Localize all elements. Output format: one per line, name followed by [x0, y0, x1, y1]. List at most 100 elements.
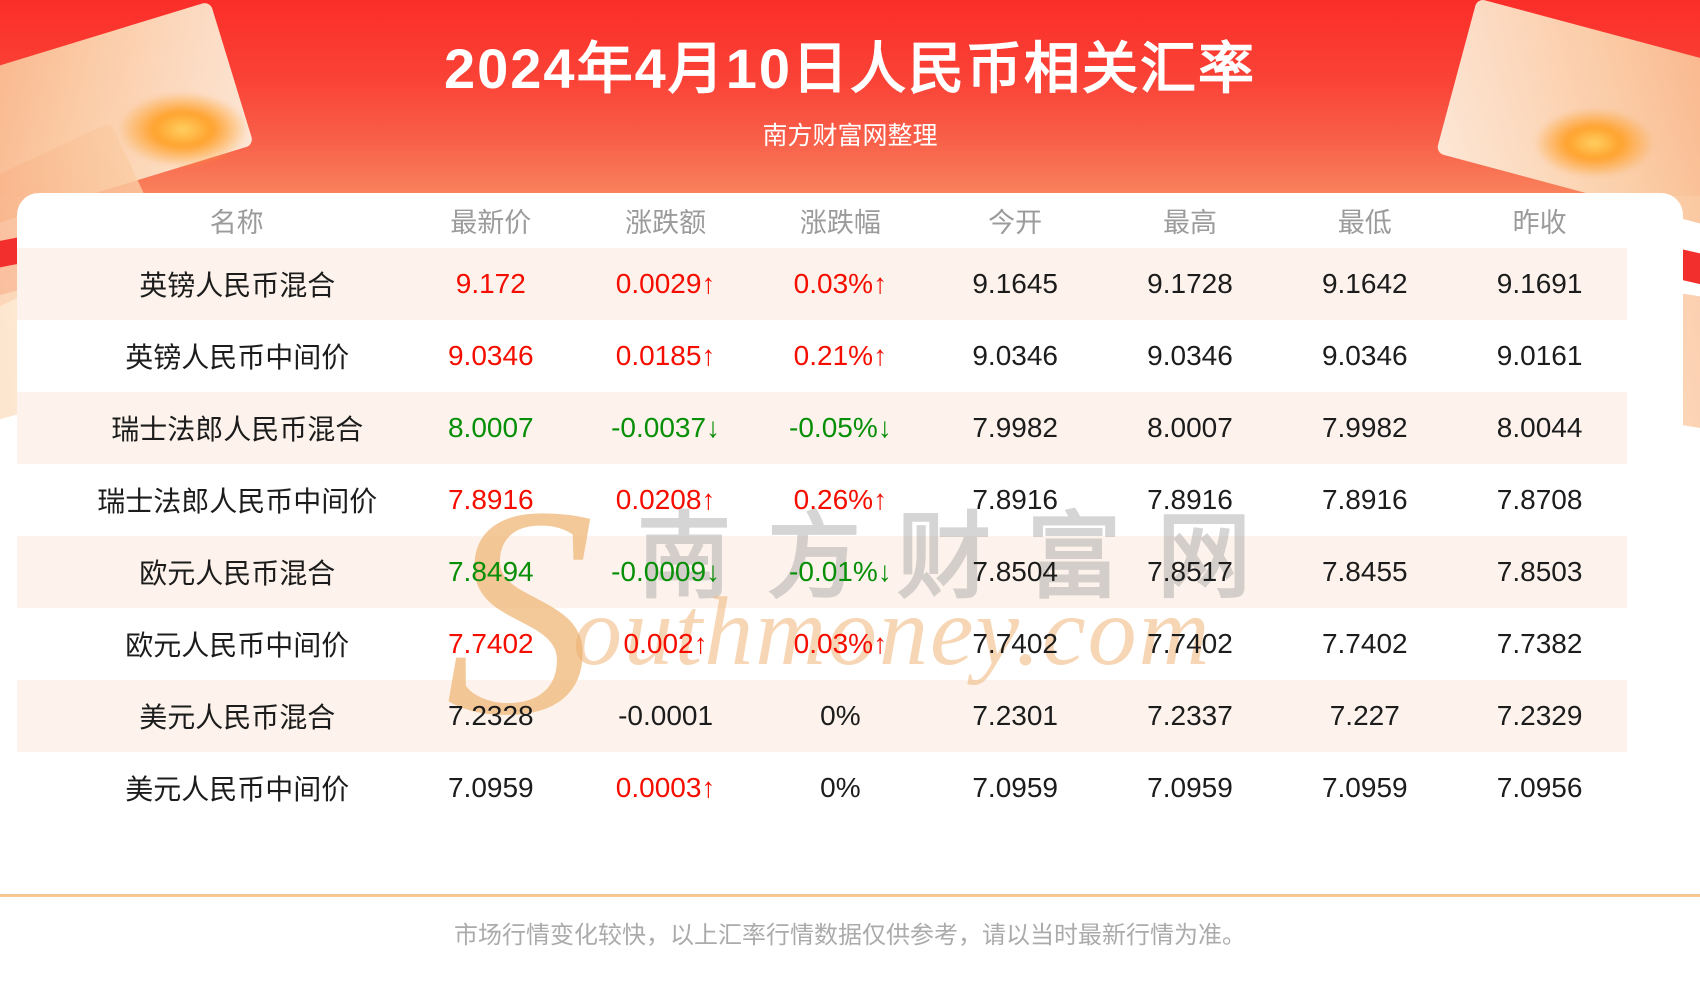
prev-close-cell: 7.8708: [1452, 464, 1627, 536]
change-amount-value: -0.0001: [618, 700, 714, 731]
prev-close-value: 7.8503: [1496, 556, 1583, 587]
open-value: 7.0959: [972, 772, 1058, 803]
high-value: 7.8916: [1147, 484, 1233, 515]
prev-close-value: 9.0161: [1496, 340, 1583, 371]
high-cell: 9.0346: [1103, 320, 1278, 392]
low-value: 7.8916: [1321, 484, 1408, 515]
name-cell: 美元人民币混合: [17, 680, 403, 752]
change-amount-value: 0.0003↑: [615, 772, 716, 803]
prev-close-cell: 7.0956: [1452, 752, 1627, 824]
latest-price-cell: 7.8916: [403, 464, 578, 536]
latest-price-value: 7.8494: [447, 556, 534, 587]
header-banner: 2024年4月10日人民币相关汇率 南方财富网整理: [0, 0, 1700, 358]
latest-price-value: 7.0959: [447, 772, 534, 803]
high-cell: 7.8517: [1103, 536, 1278, 608]
column-header-name: 名称: [209, 208, 264, 238]
table-row: 瑞士法郎人民币中间价 7.8916 0.0208↑ 0.26%↑ 7.8916 7.891…: [17, 464, 1627, 536]
table-row: 美元人民币混合 7.2328 -0.0001 0% 7.2301 7.2337 7.227 7…: [17, 680, 1627, 752]
low-cell: 7.8455: [1277, 536, 1452, 608]
open-cell: 7.8504: [928, 536, 1103, 608]
table-row: 瑞士法郎人民币混合 8.0007 -0.0037↓ -0.05%↓ 7.9982 8.00…: [17, 392, 1627, 464]
open-cell: 7.8916: [928, 464, 1103, 536]
low-value: 7.7402: [1321, 628, 1408, 659]
column-header-open: 今开: [988, 208, 1043, 238]
name-value: 欧元人民币中间价: [125, 630, 350, 661]
open-cell: 7.7402: [928, 608, 1103, 680]
prev-close-cell: 9.0161: [1452, 320, 1627, 392]
high-value: 9.1728: [1147, 268, 1233, 299]
high-value: 7.8517: [1147, 556, 1233, 587]
open-cell: 7.9982: [928, 392, 1103, 464]
low-value: 7.8455: [1321, 556, 1408, 587]
latest-price-value: 7.2328: [447, 700, 534, 731]
prev-close-cell: 7.2329: [1452, 680, 1627, 752]
change-amount-value: 0.0208↑: [615, 484, 716, 515]
name-cell: 瑞士法郎人民币中间价: [17, 464, 403, 536]
change-amount-cell: -0.0009↓: [578, 536, 753, 608]
high-cell: 7.0959: [1103, 752, 1278, 824]
latest-price-cell: 7.8494: [403, 536, 578, 608]
low-value: 9.0346: [1321, 340, 1408, 371]
table-row: 欧元人民币中间价 7.7402 0.002↑ 0.03%↑ 7.7402 7.7402 7.…: [17, 608, 1627, 680]
latest-price-cell: 7.0959: [403, 752, 578, 824]
high-value: 8.0007: [1147, 412, 1233, 443]
latest-price-value: 7.8916: [447, 484, 534, 515]
exchange-rate-table: 名称 最新价 涨跌额 涨跌幅 今开 最高 最低 昨收 英镑人民币混合 9.172 0.0029↑ 0…: [17, 193, 1627, 824]
high-cell: 9.1728: [1103, 248, 1278, 320]
change-percent-value: 0.26%↑: [793, 484, 888, 515]
column-header-latest-price: 最新价: [450, 208, 532, 238]
name-value: 美元人民币中间价: [125, 774, 350, 805]
low-value: 9.1642: [1321, 268, 1408, 299]
table-row: 英镑人民币中间价 9.0346 0.0185↑ 0.21%↑ 9.0346 9.0346 9…: [17, 320, 1627, 392]
change-amount-value: -0.0037↓: [611, 412, 721, 443]
name-cell: 瑞士法郎人民币混合: [17, 392, 403, 464]
change-percent-cell: 0%: [753, 680, 928, 752]
table-row: 欧元人民币混合 7.8494 -0.0009↓ -0.01%↓ 7.8504 7.8517…: [17, 536, 1627, 608]
name-cell: 英镑人民币混合: [17, 248, 403, 320]
open-cell: 7.0959: [928, 752, 1103, 824]
low-cell: 7.227: [1277, 680, 1452, 752]
latest-price-value: 9.0346: [447, 340, 534, 371]
prev-close-value: 8.0044: [1496, 412, 1583, 443]
change-amount-cell: -0.0001: [578, 680, 753, 752]
change-amount-value: 0.002↑: [623, 628, 708, 659]
change-amount-cell: 0.002↑: [578, 608, 753, 680]
low-cell: 7.9982: [1277, 392, 1452, 464]
open-value: 7.8504: [972, 556, 1058, 587]
name-value: 欧元人民币混合: [139, 558, 336, 589]
change-percent-cell: -0.05%↓: [753, 392, 928, 464]
column-header-low: 最低: [1337, 208, 1392, 238]
high-value: 7.2337: [1147, 700, 1233, 731]
change-percent-cell: -0.01%↓: [753, 536, 928, 608]
low-cell: 7.8916: [1277, 464, 1452, 536]
table-header-row: 名称 最新价 涨跌额 涨跌幅 今开 最高 最低 昨收: [17, 193, 1627, 248]
change-percent-cell: 0%: [753, 752, 928, 824]
high-value: 9.0346: [1147, 340, 1233, 371]
change-percent-value: 0%: [820, 772, 861, 803]
rates-table-card: S 南方财富网 outhmoney.com 名称 最新价 涨跌额 涨跌幅 今开 最高 最低昨…: [17, 193, 1683, 833]
prev-close-value: 7.2329: [1496, 700, 1583, 731]
open-cell: 9.1645: [928, 248, 1103, 320]
change-percent-cell: 0.21%↑: [753, 320, 928, 392]
prev-close-cell: 7.8503: [1452, 536, 1627, 608]
column-header-high: 最高: [1162, 208, 1217, 238]
high-cell: 7.7402: [1103, 608, 1278, 680]
name-value: 瑞士法郎人民币混合: [111, 414, 364, 445]
prev-close-value: 7.0956: [1496, 772, 1583, 803]
prev-close-cell: 7.7382: [1452, 608, 1627, 680]
name-cell: 欧元人民币中间价: [17, 608, 403, 680]
latest-price-cell: 7.2328: [403, 680, 578, 752]
name-value: 英镑人民币混合: [139, 270, 336, 301]
low-cell: 9.1642: [1277, 248, 1452, 320]
open-value: 9.1645: [972, 268, 1058, 299]
name-value: 英镑人民币中间价: [125, 342, 350, 373]
change-percent-cell: 0.03%↑: [753, 608, 928, 680]
name-cell: 欧元人民币混合: [17, 536, 403, 608]
open-value: 7.8916: [972, 484, 1058, 515]
footer-disclaimer: 市场行情变化较快，以上汇率行情数据仅供参考，请以当时最新行情为准。: [454, 922, 1246, 949]
latest-price-cell: 7.7402: [403, 608, 578, 680]
latest-price-cell: 8.0007: [403, 392, 578, 464]
prev-close-cell: 9.1691: [1452, 248, 1627, 320]
open-value: 7.9982: [972, 412, 1058, 443]
low-value: 7.227: [1329, 700, 1400, 731]
